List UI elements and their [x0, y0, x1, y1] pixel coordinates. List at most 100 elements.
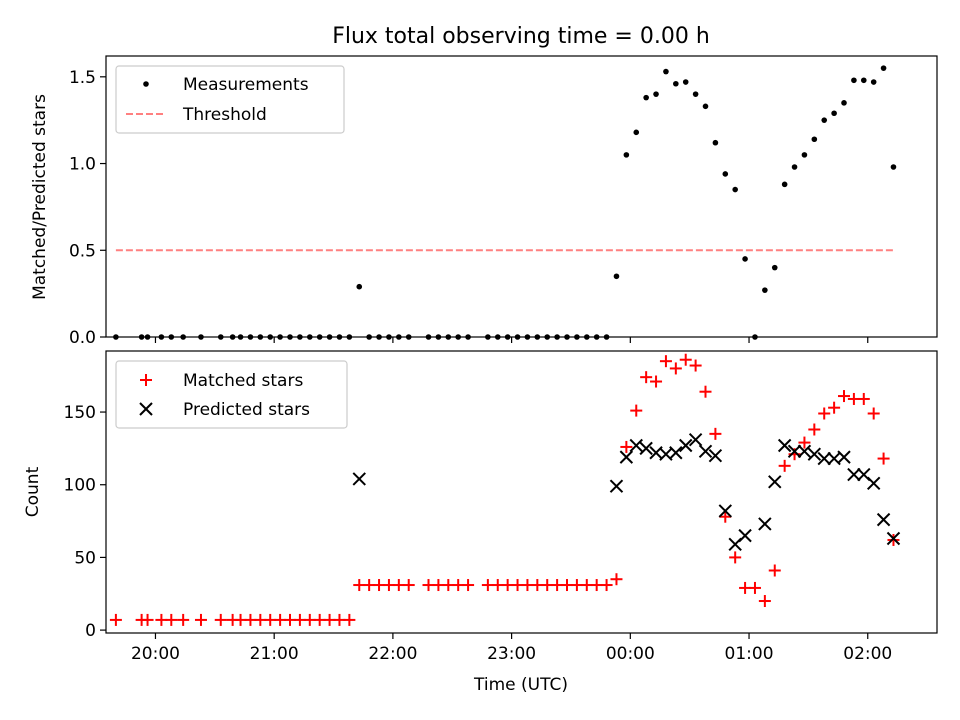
measurement-point: [860, 77, 867, 84]
legend-matched-label: Matched stars: [183, 371, 303, 391]
matched-stars-point: [141, 613, 154, 626]
legend-threshold-label: Threshold: [182, 105, 267, 125]
matched-stars-point: [709, 427, 722, 440]
measurement-point: [623, 152, 630, 158]
predicted-stars-point: [639, 441, 653, 456]
measurement-point: [890, 164, 897, 170]
matched-stars-point: [867, 407, 880, 420]
legend-predicted-label: Predicted stars: [183, 400, 310, 420]
bottom-panel: 0 50 100 150 20:00 21:00 22:00 23:00 00:00 01:00 0…: [23, 350, 938, 695]
bottom-ytick-label: 150: [64, 403, 96, 423]
matched-stars-point: [462, 579, 475, 592]
matched-stars-point: [748, 581, 761, 594]
measurement-point: [356, 283, 363, 290]
measurement-point: [880, 65, 887, 71]
measurement-point: [702, 103, 709, 110]
measurement-point: [851, 77, 857, 84]
predicted-stars-point: [698, 444, 713, 459]
matched-stars-point: [778, 459, 791, 472]
predicted-stars-point: [866, 476, 881, 490]
matched-stars-point: [177, 613, 190, 626]
measurement-point: [692, 91, 699, 97]
bottom-xtick-label: 20:00: [131, 644, 180, 664]
matched-stars-point: [109, 613, 122, 626]
measurement-point: [791, 164, 798, 170]
bottom-ytick-label: 0: [85, 621, 96, 641]
measurement-point: [831, 110, 837, 117]
matched-stars-point: [758, 595, 771, 608]
matched-stars-point: [887, 533, 900, 546]
top-axis: 0.0 0.5 1.0 1.5: [69, 68, 869, 348]
matched-stars-point: [798, 436, 811, 449]
top-ytick-label: 0.5: [69, 241, 96, 261]
predicted-stars-point: [876, 512, 891, 527]
bottom-plot-marks: [109, 353, 901, 626]
matched-stars-point: [669, 362, 682, 375]
predicted-stars-point: [787, 444, 802, 459]
measurement-point: [821, 117, 828, 123]
predicted-stars-point: [679, 438, 693, 453]
matched-stars-point: [877, 452, 890, 465]
predicted-stars-point: [619, 450, 634, 464]
measurement-point: [732, 186, 738, 193]
matched-stars-point: [679, 353, 692, 366]
predicted-stars-point: [807, 447, 822, 461]
measurement-point: [811, 136, 818, 143]
measurement-point: [801, 152, 808, 158]
matched-stars-point: [857, 392, 870, 405]
matched-stars-point: [768, 564, 781, 577]
matched-stars-point: [620, 440, 633, 453]
predicted-stars-point: [669, 446, 683, 460]
measurement-point: [762, 287, 768, 293]
bottom-ytick-label: 100: [64, 476, 96, 496]
matched-stars-point: [402, 579, 415, 592]
legend-predicted-marker: [139, 402, 153, 416]
predicted-stars-point: [797, 444, 812, 459]
measurement-point: [673, 80, 679, 87]
bottom-y-axis-label: Count: [23, 466, 43, 517]
predicted-stars-point: [847, 467, 861, 482]
measurement-point: [643, 94, 649, 101]
measurement-point: [870, 79, 877, 85]
measurement-point: [771, 264, 778, 271]
predicted-stars-point: [609, 479, 624, 493]
matched-stars-point: [808, 423, 821, 436]
measurement-point: [653, 91, 659, 97]
predicted-stars-point: [708, 448, 723, 463]
top-y-axis-label: Matched/Predicted stars: [30, 94, 50, 300]
predicted-stars-point: [777, 438, 792, 453]
predicted-stars-point: [738, 528, 752, 543]
legend-measurements-marker: [143, 81, 149, 87]
bottom-panel-frame: [105, 350, 938, 634]
matched-stars-point: [828, 401, 841, 414]
matched-stars-point: [610, 573, 623, 586]
predicted-stars-point: [837, 450, 851, 464]
bottom-legend-box: [115, 360, 348, 429]
measurement-point: [781, 181, 788, 188]
predicted-stars-point: [758, 517, 772, 531]
top-legend-box: [115, 65, 345, 134]
bottom-xtick-label: 21:00: [250, 644, 299, 664]
measurement-point: [663, 68, 669, 75]
measurement-point: [633, 129, 640, 136]
predicted-stars-point: [817, 451, 831, 466]
predicted-stars-point: [886, 531, 901, 546]
matched-stars-point: [699, 385, 712, 398]
matched-stars-point: [194, 613, 207, 626]
top-ytick-label: 1.5: [69, 68, 96, 88]
top-panel: 0.0 0.5 1.0 1.5 Matched/Predicted stars Mea…: [30, 55, 938, 348]
bottom-xtick-label: 00:00: [606, 644, 655, 664]
matched-stars-point: [719, 510, 732, 523]
legend-matched-marker: [140, 374, 152, 386]
top-ytick-label: 0.0: [69, 328, 96, 348]
predicted-stars-point: [718, 504, 732, 518]
top-plot-marks: [113, 65, 897, 340]
predicted-stars-point: [688, 432, 703, 447]
bottom-xtick-label: 01:00: [725, 644, 774, 664]
matched-stars-point: [818, 407, 831, 420]
matched-stars-point: [630, 404, 643, 417]
matched-stars-point: [640, 371, 653, 384]
matched-stars-point: [838, 390, 851, 403]
matched-stars-point: [650, 375, 663, 388]
matched-stars-point: [600, 579, 613, 592]
